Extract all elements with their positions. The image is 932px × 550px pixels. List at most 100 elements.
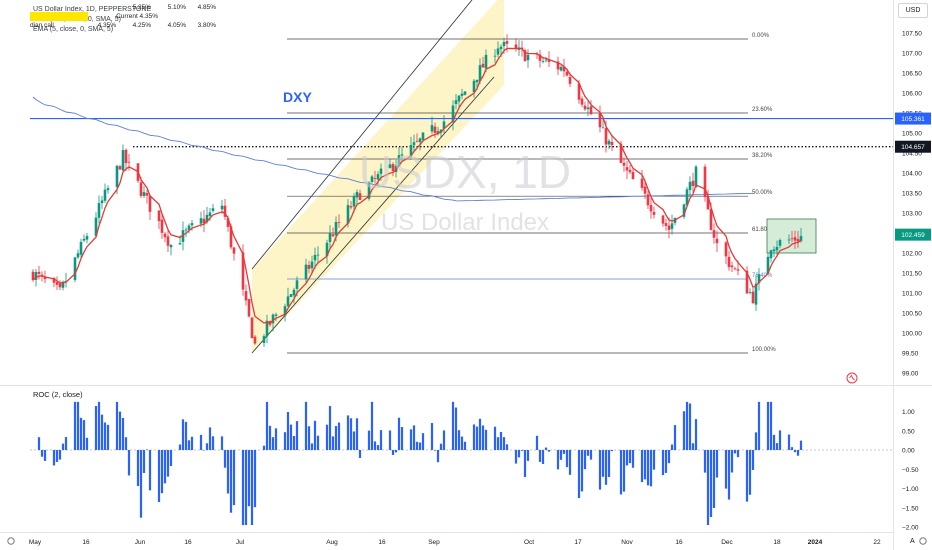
roc-bar[interactable] (457, 430, 461, 450)
candle-body[interactable] (325, 242, 329, 257)
candle-body[interactable] (166, 236, 170, 246)
candle-body[interactable] (304, 264, 308, 280)
candle-body[interactable] (607, 140, 611, 145)
roc-bar[interactable] (223, 450, 227, 468)
candle-body[interactable] (796, 239, 800, 242)
roc-bar[interactable] (460, 436, 464, 450)
roc-bar[interactable] (751, 450, 755, 470)
candle-body[interactable] (589, 106, 593, 115)
roc-bar[interactable] (586, 450, 590, 456)
candle-body[interactable] (727, 256, 731, 268)
roc-bar[interactable] (640, 450, 644, 483)
candle-body[interactable] (667, 225, 671, 230)
roc-bar[interactable] (346, 415, 350, 450)
candle-body[interactable] (229, 226, 233, 248)
roc-bar[interactable] (379, 430, 383, 450)
candle-body[interactable] (688, 181, 692, 190)
candle-body[interactable] (388, 164, 392, 168)
roc-bar[interactable] (442, 430, 446, 450)
candle-body[interactable] (250, 317, 254, 339)
roc-bar[interactable] (118, 411, 122, 450)
channel-upper-line[interactable] (251, 0, 494, 270)
candle-body[interactable] (775, 246, 779, 251)
roc-bar[interactable] (391, 450, 395, 455)
candle-body[interactable] (694, 166, 698, 188)
candle-body[interactable] (178, 243, 182, 245)
candle-body[interactable] (139, 182, 143, 196)
roc-bar[interactable] (643, 450, 647, 480)
candle-body[interactable] (286, 296, 290, 307)
roc-bar[interactable] (226, 450, 230, 494)
roc-bar[interactable] (541, 450, 545, 464)
candle-body[interactable] (40, 274, 44, 276)
candle-body[interactable] (499, 46, 503, 50)
roc-bar[interactable] (757, 401, 761, 450)
candle-body[interactable] (142, 192, 146, 196)
roc-bar[interactable] (247, 450, 251, 507)
roc-bar[interactable] (166, 450, 170, 477)
roc-bar[interactable] (190, 436, 194, 450)
roc-bar[interactable] (136, 450, 140, 487)
roc-bar[interactable] (505, 444, 509, 450)
roc-bar[interactable] (601, 450, 605, 477)
roc-bar[interactable] (568, 450, 572, 475)
candle-body[interactable] (415, 140, 419, 142)
roc-bar[interactable] (415, 441, 419, 450)
candle-body[interactable] (442, 121, 446, 129)
roc-bar[interactable] (499, 431, 503, 450)
candle-body[interactable] (148, 195, 152, 212)
roc-bar[interactable] (250, 450, 254, 526)
auto-scale-button[interactable]: A (910, 538, 915, 545)
roc-bar[interactable] (430, 422, 434, 450)
candle-body[interactable] (460, 93, 464, 96)
roc-bar[interactable] (271, 437, 275, 450)
candle-body[interactable] (502, 42, 506, 47)
candle-body[interactable] (481, 63, 485, 68)
candle-body[interactable] (337, 222, 341, 223)
alert-icon[interactable] (846, 372, 858, 384)
roc-bar[interactable] (754, 432, 758, 450)
candle-body[interactable] (514, 44, 518, 49)
roc-bar[interactable] (316, 435, 320, 450)
candle-body[interactable] (628, 169, 632, 173)
roc-bar[interactable] (421, 433, 425, 450)
candle-body[interactable] (568, 76, 572, 84)
roc-bar[interactable] (493, 426, 497, 450)
roc-bar[interactable] (418, 442, 422, 450)
roc-bar[interactable] (628, 450, 632, 464)
roc-bar[interactable] (295, 421, 299, 450)
candle-body[interactable] (211, 208, 215, 211)
roc-bar[interactable] (199, 434, 203, 450)
roc-bar[interactable] (274, 428, 278, 450)
candle-body[interactable] (736, 269, 740, 271)
roc-bar[interactable] (115, 401, 119, 450)
candle-body[interactable] (724, 242, 728, 257)
roc-bar[interactable] (799, 440, 803, 450)
roc-bar[interactable] (94, 406, 98, 450)
gear-icon[interactable] (7, 537, 15, 545)
candle-body[interactable] (787, 239, 791, 241)
roc-bar[interactable] (232, 450, 236, 506)
roc-bar[interactable] (439, 443, 443, 450)
roc-bar[interactable] (688, 403, 692, 450)
candle-body[interactable] (643, 186, 647, 194)
candle-body[interactable] (223, 205, 227, 217)
candle-body[interactable] (604, 128, 608, 145)
candle-body[interactable] (790, 238, 794, 240)
candle-body[interactable] (409, 145, 413, 156)
candle-body[interactable] (316, 254, 320, 256)
roc-bar[interactable] (37, 437, 41, 450)
roc-bar[interactable] (184, 421, 188, 450)
roc-bar[interactable] (73, 401, 77, 450)
candle-body[interactable] (523, 50, 527, 62)
roc-bar[interactable] (376, 445, 380, 450)
candle-body[interactable] (391, 164, 395, 172)
roc-bar[interactable] (349, 418, 353, 450)
candle-body[interactable] (493, 55, 497, 57)
roc-bar[interactable] (355, 418, 359, 450)
candle-body[interactable] (355, 192, 359, 198)
candle-body[interactable] (352, 196, 356, 207)
candle-body[interactable] (649, 205, 653, 212)
roc-bar[interactable] (481, 425, 485, 450)
candle-body[interactable] (346, 205, 350, 224)
